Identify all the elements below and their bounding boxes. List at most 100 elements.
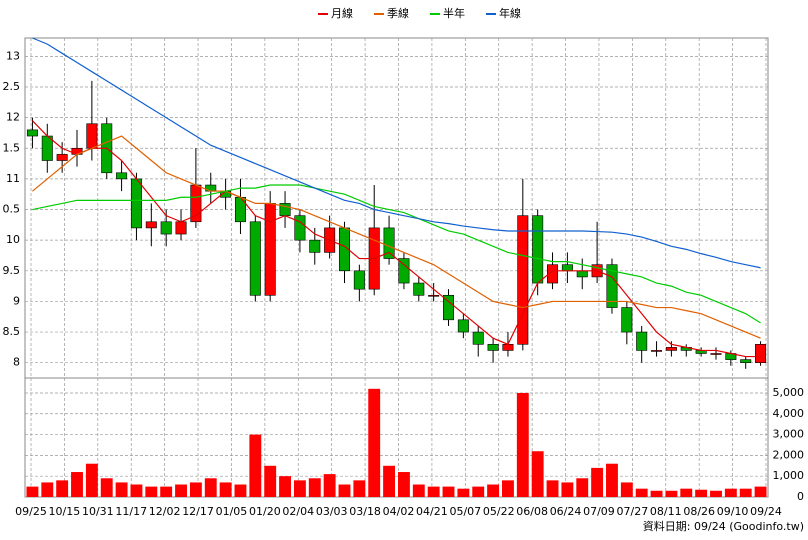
volume-bar: [160, 486, 173, 497]
candle-body: [264, 203, 276, 296]
volume-bar: [561, 482, 574, 497]
y2-tick-label: 3,000: [773, 428, 805, 441]
candle-body: [576, 270, 588, 278]
x-tick-label: 07/27: [617, 505, 649, 518]
volume-bar: [338, 484, 351, 497]
x-tick-label: 02/04: [282, 505, 314, 518]
candle-body: [755, 344, 767, 363]
candle-body: [116, 172, 128, 180]
candle-body: [160, 221, 172, 235]
ma-line: [32, 135, 761, 339]
candle-body: [561, 264, 573, 272]
y-tick-label: 13: [6, 49, 20, 62]
x-tick-label: 11/17: [115, 505, 147, 518]
candle-body: [398, 258, 410, 284]
volume-bar: [710, 490, 722, 497]
y-tick-label: 11: [6, 172, 20, 185]
y2-tick-label: 0: [797, 490, 804, 503]
volume-bar: [650, 490, 663, 497]
y2-tick-label: 5,000: [773, 386, 805, 399]
legend-label: 月線: [331, 6, 353, 20]
candle-body: [665, 347, 677, 351]
volume-bar: [546, 480, 559, 497]
y-tick-label: 8.5: [3, 325, 21, 338]
candle-body: [383, 227, 395, 259]
source-note: 資料日期: 09/24 (Goodinfo.tw): [643, 519, 804, 533]
volume-bar: [26, 486, 39, 497]
candle-body: [294, 215, 306, 241]
volume-bar: [308, 478, 321, 497]
legend-label: 季線: [387, 6, 409, 20]
candle-body: [487, 344, 499, 351]
x-tick-label: 10/31: [82, 505, 114, 518]
y2-tick-label: 1,000: [773, 469, 805, 482]
volume-bar: [457, 488, 470, 497]
candle-body: [428, 294, 440, 297]
volume-bar: [502, 480, 514, 497]
candle-body: [309, 239, 321, 253]
x-tick-label: 12/02: [149, 505, 181, 518]
volume-bar: [293, 480, 306, 497]
x-tick-label: 08/26: [683, 505, 715, 518]
volume-bar: [56, 480, 69, 497]
y-tick-label: 9: [13, 294, 20, 307]
volume-bar: [427, 486, 440, 497]
y-tick-label: 12: [6, 111, 20, 124]
volume-bar: [145, 486, 158, 497]
y-tick-label: 8: [13, 356, 20, 369]
x-tick-label: 04/21: [416, 505, 448, 518]
ma-line: [31, 120, 761, 358]
x-tick-label: 07/09: [583, 505, 615, 518]
x-tick-label: 10/15: [49, 505, 81, 518]
volume-bar: [472, 486, 485, 497]
candle-body: [26, 129, 38, 137]
candle-body: [413, 282, 425, 296]
volume-bar: [531, 451, 544, 497]
x-tick-label: 04/02: [383, 505, 415, 518]
volume-bar: [249, 434, 262, 497]
candle-body: [130, 178, 142, 229]
candle-body: [56, 154, 68, 161]
x-tick-label: 05/07: [449, 505, 481, 518]
candle-body: [517, 215, 529, 345]
volume-bar: [695, 489, 708, 497]
candle-body: [636, 331, 648, 351]
candle-body: [443, 294, 455, 321]
x-tick-label: 01/20: [249, 505, 281, 518]
legend-label: 年線: [499, 6, 521, 20]
y2-tick-label: 4,000: [773, 407, 805, 420]
volume-bar: [115, 482, 128, 497]
volume-bar: [353, 480, 366, 497]
y-tick-label: 10: [6, 233, 20, 246]
volume-bar: [739, 488, 752, 497]
candle-body: [710, 353, 722, 355]
x-tick-label: 08/11: [650, 505, 682, 518]
volume-bar: [576, 478, 589, 497]
candle-body: [249, 221, 261, 296]
volume-bar: [130, 484, 143, 497]
volume-bar: [635, 488, 648, 497]
volume-bar: [591, 467, 604, 497]
volume-bar: [383, 465, 396, 497]
volume-bar: [264, 465, 277, 497]
volume-bar: [189, 482, 202, 497]
volume-bar: [71, 472, 83, 497]
x-tick-label: 03/03: [316, 505, 348, 518]
ma-line: [32, 184, 761, 324]
candle-body: [175, 221, 187, 235]
volume-panel: [24, 377, 769, 498]
volume-bar: [620, 482, 633, 497]
volume-bar: [665, 490, 678, 497]
y2-tick-label: 2,000: [773, 448, 805, 461]
volume-bar: [41, 482, 54, 497]
volume-bar: [412, 484, 425, 497]
candle-body: [86, 123, 98, 149]
volume-bar: [724, 488, 737, 497]
volume-bar: [680, 488, 693, 497]
candle-body: [651, 350, 663, 352]
candle-body: [457, 319, 469, 333]
y-tick-label: 9.5: [3, 264, 21, 277]
x-tick-label: 12/17: [182, 505, 214, 518]
volume-bar: [204, 478, 217, 497]
